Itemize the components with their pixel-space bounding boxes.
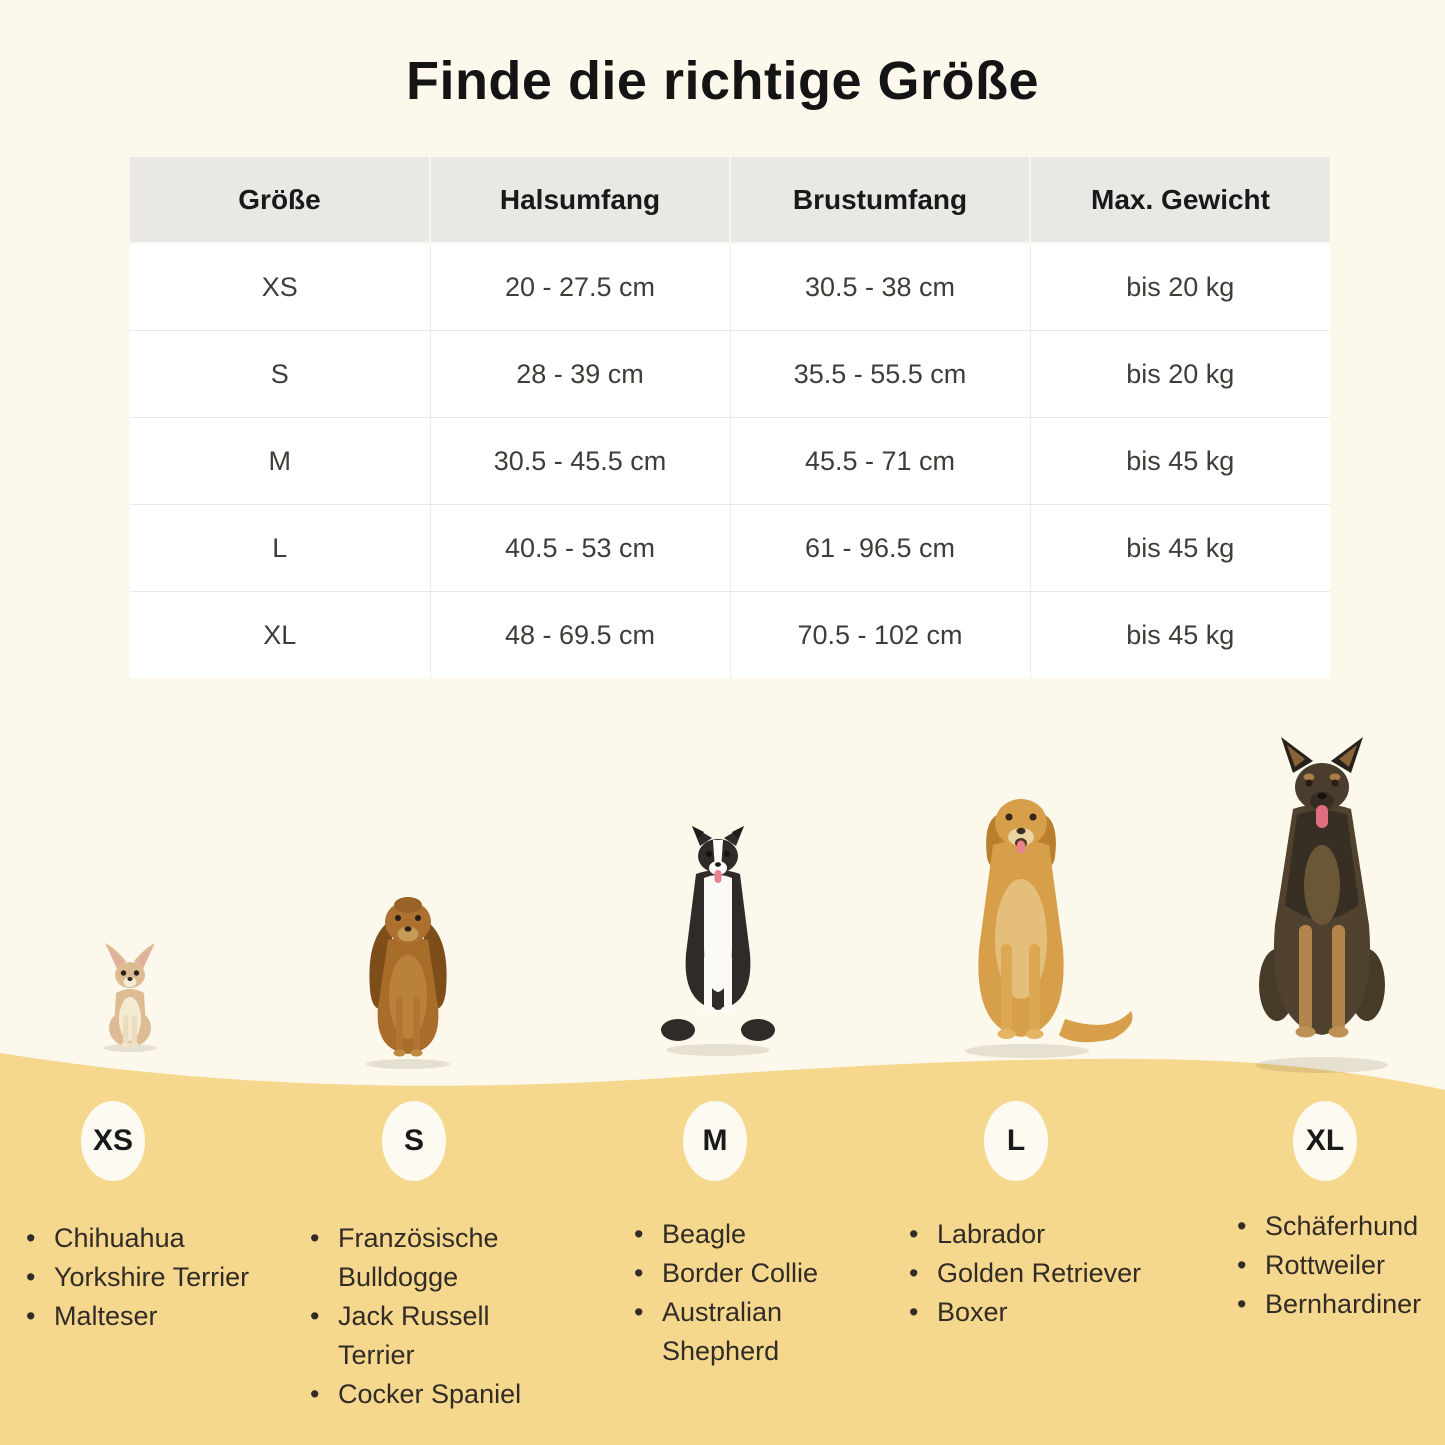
breed-name: Yorkshire Terrier bbox=[54, 1262, 250, 1292]
size-badge-label: M bbox=[702, 1124, 728, 1157]
cell-size: XS bbox=[130, 243, 431, 331]
list-item: • Labrador bbox=[903, 1215, 1162, 1254]
bullet-icon: • bbox=[909, 1219, 919, 1249]
table-header-row: Größe Halsumfang Brustumfang Max. Gewich… bbox=[130, 157, 1330, 244]
cell-chest: 30.5 - 38 cm bbox=[730, 243, 1031, 331]
size-badge-xs: XS bbox=[81, 1101, 145, 1181]
cell-size: S bbox=[130, 330, 431, 418]
size-badge-label: L bbox=[1006, 1124, 1026, 1157]
breed-name: Golden Retriever bbox=[937, 1258, 1142, 1288]
bullet-icon: • bbox=[26, 1301, 36, 1331]
cell-weight: bis 20 kg bbox=[1030, 330, 1330, 418]
size-badge-s: S bbox=[382, 1101, 446, 1181]
cell-weight: bis 20 kg bbox=[1030, 243, 1330, 331]
cell-chest: 70.5 - 102 cm bbox=[730, 591, 1031, 678]
cell-weight: bis 45 kg bbox=[1030, 591, 1330, 678]
cell-size: XL bbox=[130, 591, 431, 678]
dog-image-german-shepherd bbox=[1237, 735, 1407, 1073]
bullet-icon: • bbox=[1237, 1250, 1247, 1280]
breed-list-m: • Beagle • Border Collie • Australian Sheph… bbox=[628, 1215, 844, 1371]
page-title: Finde die richtige Größe bbox=[405, 51, 1040, 111]
cell-chest: 45.5 - 71 cm bbox=[730, 417, 1031, 505]
list-item: • Schäferhund bbox=[1231, 1207, 1445, 1246]
cell-chest: 61 - 96.5 cm bbox=[730, 504, 1031, 592]
dog-image-border-collie bbox=[652, 824, 784, 1056]
cell-neck: 30.5 - 45.5 cm bbox=[430, 417, 731, 505]
size-badge-l: L bbox=[984, 1101, 1048, 1181]
size-badge-xl: XL bbox=[1293, 1101, 1357, 1181]
size-badge-label: XS bbox=[92, 1124, 134, 1157]
table-row: XS 20 - 27.5 cm 30.5 - 38 cm bis 20 kg bbox=[130, 243, 1330, 331]
breed-name: Labrador bbox=[937, 1219, 1046, 1249]
list-item: • Jack Russell Terrier bbox=[304, 1297, 533, 1375]
cell-size: L bbox=[130, 504, 431, 592]
bullet-icon: • bbox=[26, 1262, 36, 1292]
dog-image-golden-retriever bbox=[935, 789, 1140, 1059]
bullet-icon: • bbox=[634, 1297, 644, 1327]
cell-neck: 48 - 69.5 cm bbox=[430, 591, 731, 678]
list-item: • Australian Shepherd bbox=[628, 1293, 844, 1371]
list-item: • Yorkshire Terrier bbox=[20, 1258, 286, 1297]
size-badge-label: XL bbox=[1305, 1124, 1345, 1157]
bullet-icon: • bbox=[1237, 1211, 1247, 1241]
col-header-size: Größe bbox=[130, 157, 431, 244]
breed-name: Beagle bbox=[662, 1219, 747, 1249]
dog-image-cocker-spaniel bbox=[352, 882, 464, 1070]
breed-name: Border Collie bbox=[662, 1258, 819, 1288]
breed-name: Jack Russell Terrier bbox=[338, 1301, 490, 1370]
bullet-icon: • bbox=[1237, 1289, 1247, 1319]
breed-name: Cocker Spaniel bbox=[338, 1379, 522, 1409]
list-item: • Cocker Spaniel bbox=[304, 1375, 533, 1414]
breed-list-xs: • Chihuahua • Yorkshire Terrier • Malteser bbox=[20, 1219, 286, 1336]
bullet-icon: • bbox=[634, 1258, 644, 1288]
list-item: • Rottweiler bbox=[1231, 1246, 1445, 1285]
bullet-icon: • bbox=[310, 1223, 320, 1253]
col-header-chest: Brustumfang bbox=[730, 157, 1031, 244]
bullet-icon: • bbox=[310, 1301, 320, 1331]
size-table: Größe Halsumfang Brustumfang Max. Gewich… bbox=[130, 157, 1330, 678]
bullet-icon: • bbox=[909, 1258, 919, 1288]
size-badge-m: M bbox=[683, 1101, 747, 1181]
breed-list-l: • Labrador • Golden Retriever • Boxer bbox=[903, 1215, 1162, 1332]
breed-list-xl: • Schäferhund • Rottweiler • Bernhardiner bbox=[1231, 1207, 1445, 1324]
dog-image-chihuahua bbox=[98, 937, 162, 1053]
list-item: • Border Collie bbox=[628, 1254, 844, 1293]
list-item: • Bernhardiner bbox=[1231, 1285, 1445, 1324]
list-item: • Malteser bbox=[20, 1297, 286, 1336]
list-item: • Chihuahua bbox=[20, 1219, 286, 1258]
breed-name: Schäferhund bbox=[1265, 1211, 1419, 1241]
list-item: • Golden Retriever bbox=[903, 1254, 1162, 1293]
table-row: L 40.5 - 53 cm 61 - 96.5 cm bis 45 kg bbox=[130, 504, 1330, 592]
bullet-icon: • bbox=[26, 1223, 36, 1253]
cell-weight: bis 45 kg bbox=[1030, 417, 1330, 505]
breed-name: Französische Bulldogge bbox=[338, 1223, 499, 1292]
breed-name: Malteser bbox=[54, 1301, 158, 1331]
breed-name: Chihuahua bbox=[54, 1223, 185, 1253]
breed-name: Bernhardiner bbox=[1265, 1289, 1422, 1319]
cell-weight: bis 45 kg bbox=[1030, 504, 1330, 592]
list-item: • Boxer bbox=[903, 1293, 1162, 1332]
breed-list-s: • Französische Bulldogge • Jack Russell Te… bbox=[304, 1219, 533, 1414]
breed-name: Boxer bbox=[937, 1297, 1008, 1327]
col-header-neck: Halsumfang bbox=[430, 157, 731, 244]
bullet-icon: • bbox=[634, 1219, 644, 1249]
breed-name: Australian Shepherd bbox=[662, 1297, 783, 1366]
list-item: • Französische Bulldogge bbox=[304, 1219, 533, 1297]
bullet-icon: • bbox=[909, 1297, 919, 1327]
table-row: M 30.5 - 45.5 cm 45.5 - 71 cm bis 45 kg bbox=[130, 417, 1330, 505]
list-item: • Beagle bbox=[628, 1215, 844, 1254]
bullet-icon: • bbox=[310, 1379, 320, 1409]
table-row: S 28 - 39 cm 35.5 - 55.5 cm bis 20 kg bbox=[130, 330, 1330, 418]
cell-neck: 28 - 39 cm bbox=[430, 330, 731, 418]
table-row: XL 48 - 69.5 cm 70.5 - 102 cm bis 45 kg bbox=[130, 591, 1330, 678]
col-header-weight: Max. Gewicht bbox=[1030, 157, 1330, 244]
breed-name: Rottweiler bbox=[1265, 1250, 1386, 1280]
cell-chest: 35.5 - 55.5 cm bbox=[730, 330, 1031, 418]
cell-neck: 20 - 27.5 cm bbox=[430, 243, 731, 331]
cell-size: M bbox=[130, 417, 431, 505]
wave-background bbox=[0, 1053, 1445, 1445]
cell-neck: 40.5 - 53 cm bbox=[430, 504, 731, 592]
size-badge-label: S bbox=[403, 1124, 424, 1157]
